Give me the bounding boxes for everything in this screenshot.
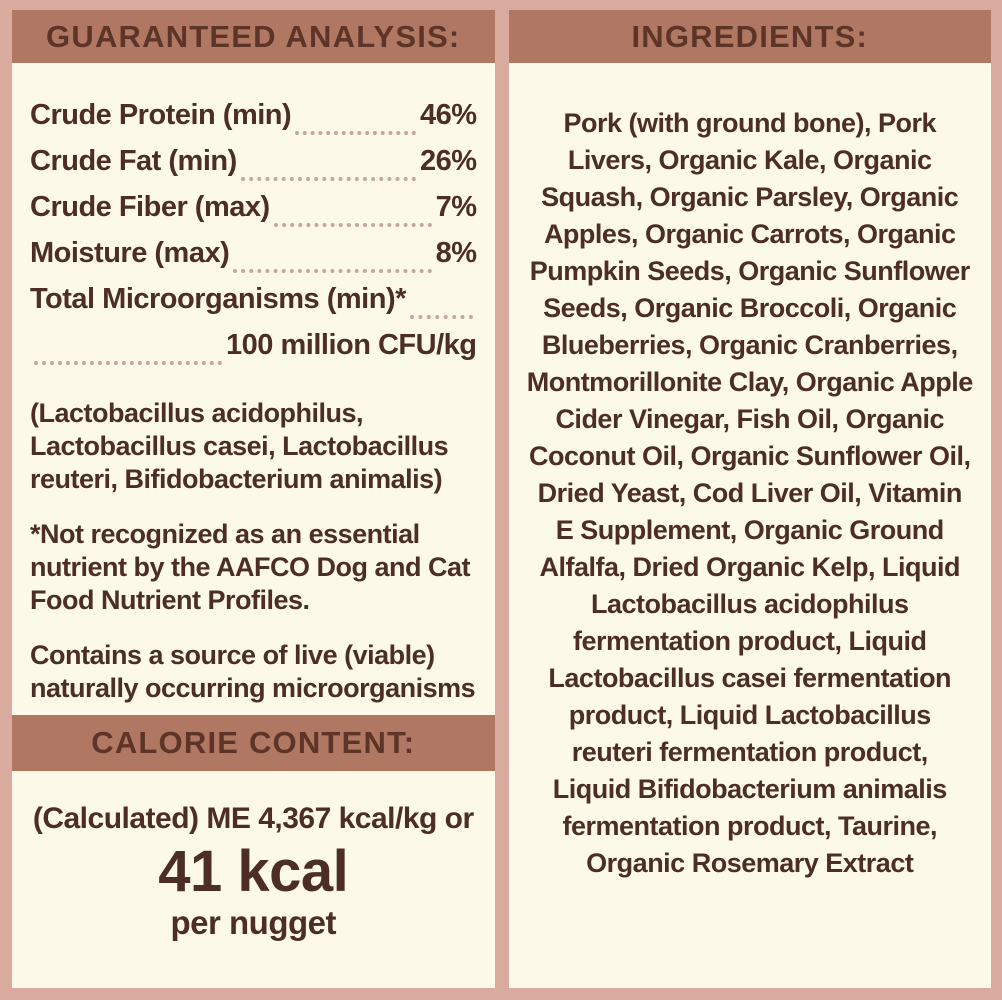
analysis-label: Moisture (max)	[30, 237, 230, 269]
ingredient-line: Livers, Organic Kale, Organic	[567, 145, 932, 175]
analysis-label: Crude Fiber (max)	[30, 191, 270, 223]
ingredient-line: product, Liquid Lactobacillus	[568, 700, 932, 730]
guaranteed-analysis-body: Crude Protein (min) 46% Crude Fat (min) …	[12, 63, 495, 715]
analysis-label: Total Microorganisms (min)*	[30, 283, 406, 315]
analysis-row-crude-protein: Crude Protein (min) 46%	[30, 99, 477, 145]
guaranteed-analysis-panel: GUARANTEED ANALYSIS: Crude Protein (min)…	[12, 10, 495, 988]
ingredient-line: Pork (with ground bone), Pork	[563, 108, 937, 138]
calorie-content-header: CALORIE CONTENT:	[12, 715, 495, 771]
ingredient-line: Lactobacillus acidophilus	[590, 589, 909, 619]
ingredient-line: Dried Yeast, Cod Liver Oil, Vitamin	[537, 478, 963, 508]
ingredient-line: Alfalfa, Dried Organic Kelp, Liquid	[539, 552, 961, 582]
analysis-row-moisture: Moisture (max) 8%	[30, 237, 477, 283]
analysis-value: 100 million CFU/kg	[226, 329, 477, 361]
ingredient-line: Cider Vinegar, Fish Oil, Organic	[555, 404, 945, 434]
calorie-content-body: (Calculated) ME 4,367 kcal/kg or 41 kcal…	[12, 771, 495, 988]
leader-dots	[233, 269, 432, 273]
calorie-calculated-line: (Calculated) ME 4,367 kcal/kg or	[32, 802, 474, 835]
leader-dots	[295, 131, 416, 135]
analysis-row-crude-fat: Crude Fat (min) 26%	[30, 145, 477, 191]
calorie-unit: per nugget	[170, 904, 337, 941]
leader-dots	[273, 223, 432, 227]
ingredient-line: fermentation product, Taurine,	[562, 811, 938, 841]
leader-dots	[34, 361, 223, 365]
analysis-value: 46%	[419, 99, 477, 131]
ingredient-line: Organic Rosemary Extract	[586, 848, 914, 878]
analysis-note: *Not recognized as an essential nutrient…	[30, 519, 470, 615]
ingredient-line: Coconut Oil, Organic Sunflower Oil,	[528, 441, 971, 471]
analysis-note: (Lactobacillus acidophilus, Lactobacillu…	[30, 398, 449, 494]
ingredient-line: Lactobacillus casei fermentation	[548, 663, 952, 693]
analysis-row-microorganisms-value: 100 million CFU/kg	[30, 329, 477, 375]
ingredient-line: Apples, Organic Carrots, Organic	[543, 219, 956, 249]
ingredient-line: Montmorillonite Clay, Organic Apple	[526, 367, 974, 397]
ingredient-line: Pumpkin Seeds, Organic Sunflower	[529, 256, 971, 286]
analysis-value: 26%	[419, 145, 477, 177]
ingredient-line: reuteri fermentation product,	[571, 737, 929, 767]
ingredients-list: Pork (with ground bone), Pork Livers, Org…	[508, 63, 991, 988]
ingredient-line: Liquid Bifidobacterium animalis	[552, 774, 948, 804]
ingredient-line: E Supplement, Organic Ground	[555, 515, 945, 545]
analysis-label: Crude Protein (min)	[30, 99, 292, 131]
guaranteed-analysis-header: GUARANTEED ANALYSIS:	[12, 10, 495, 63]
analysis-row-microorganisms-label: Total Microorganisms (min)*	[30, 283, 477, 329]
ingredient-line: Seeds, Organic Broccoli, Organic	[543, 293, 957, 323]
ingredients-panel: INGREDIENTS: Pork (with ground bone), Po…	[508, 10, 991, 988]
analysis-value: 8%	[435, 237, 477, 269]
calorie-value: 41 kcal	[158, 839, 349, 904]
ingredient-line: fermentation product, Liquid	[573, 626, 927, 656]
analysis-row-crude-fiber: Crude Fiber (max) 7%	[30, 191, 477, 237]
analysis-value: 7%	[435, 191, 477, 223]
analysis-note: Contains a source of live (viable) natur…	[30, 640, 476, 703]
leader-dots	[240, 177, 416, 181]
ingredient-line: Blueberries, Organic Cranberries,	[541, 330, 958, 360]
leader-dots	[409, 315, 473, 319]
analysis-label: Crude Fat (min)	[30, 145, 237, 177]
ingredients-header: INGREDIENTS:	[508, 10, 991, 63]
analysis-notes: (Lactobacillus acidophilus, Lactobacillu…	[30, 397, 477, 705]
ingredient-line: Squash, Organic Parsley, Organic	[541, 182, 959, 212]
